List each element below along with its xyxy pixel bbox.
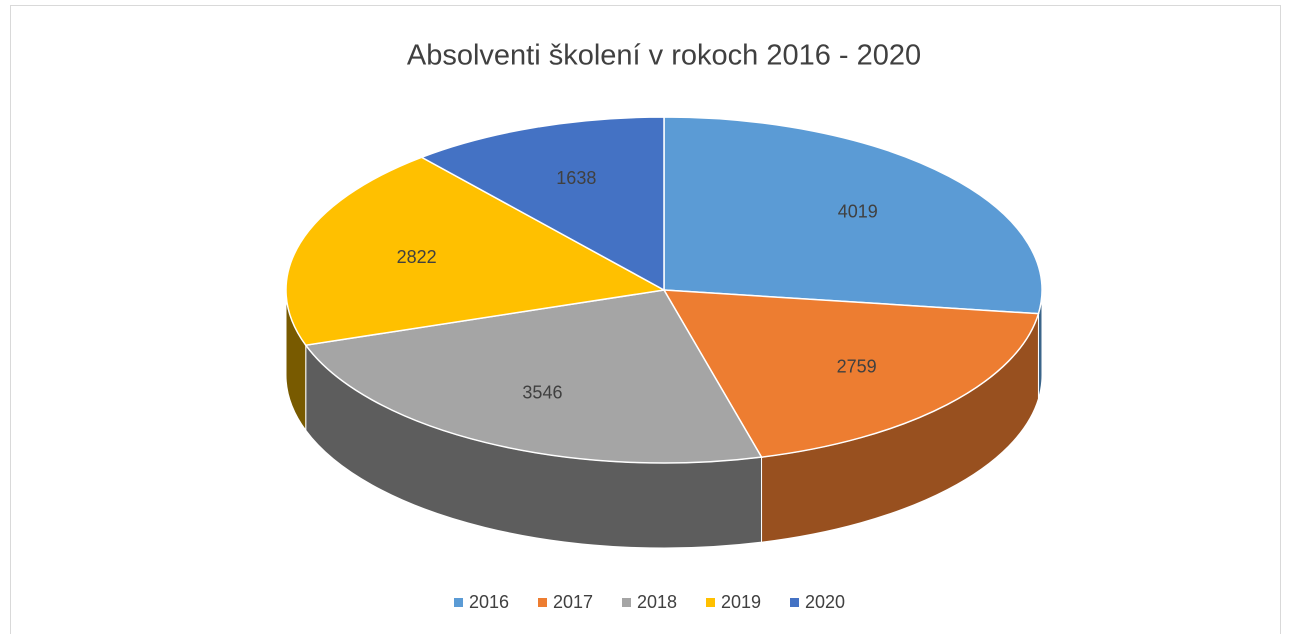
data-label: 4019 [838, 201, 878, 221]
pie-slice [304, 289, 763, 464]
legend-swatch [790, 598, 799, 607]
legend-swatch [454, 598, 463, 607]
data-label: 1638 [556, 168, 596, 188]
legend-swatch [538, 598, 547, 607]
legend-label: 2018 [637, 592, 677, 612]
legend-swatch [706, 598, 715, 607]
legend-label: 2016 [469, 592, 509, 612]
pie-slice [419, 116, 665, 292]
pie-slice [662, 289, 1040, 458]
legend-label: 2020 [805, 592, 845, 612]
pie-slice [285, 156, 667, 347]
chart-title: Absolventi školení v rokoch 2016 - 2020 [407, 40, 921, 72]
data-label: 2759 [837, 357, 877, 377]
pie-slice [663, 116, 1043, 315]
legend-label: 2019 [721, 592, 761, 612]
data-label: 2822 [397, 247, 437, 267]
legend-label: 2017 [553, 592, 593, 612]
legend-swatch [622, 598, 631, 607]
data-label: 3546 [522, 382, 562, 402]
